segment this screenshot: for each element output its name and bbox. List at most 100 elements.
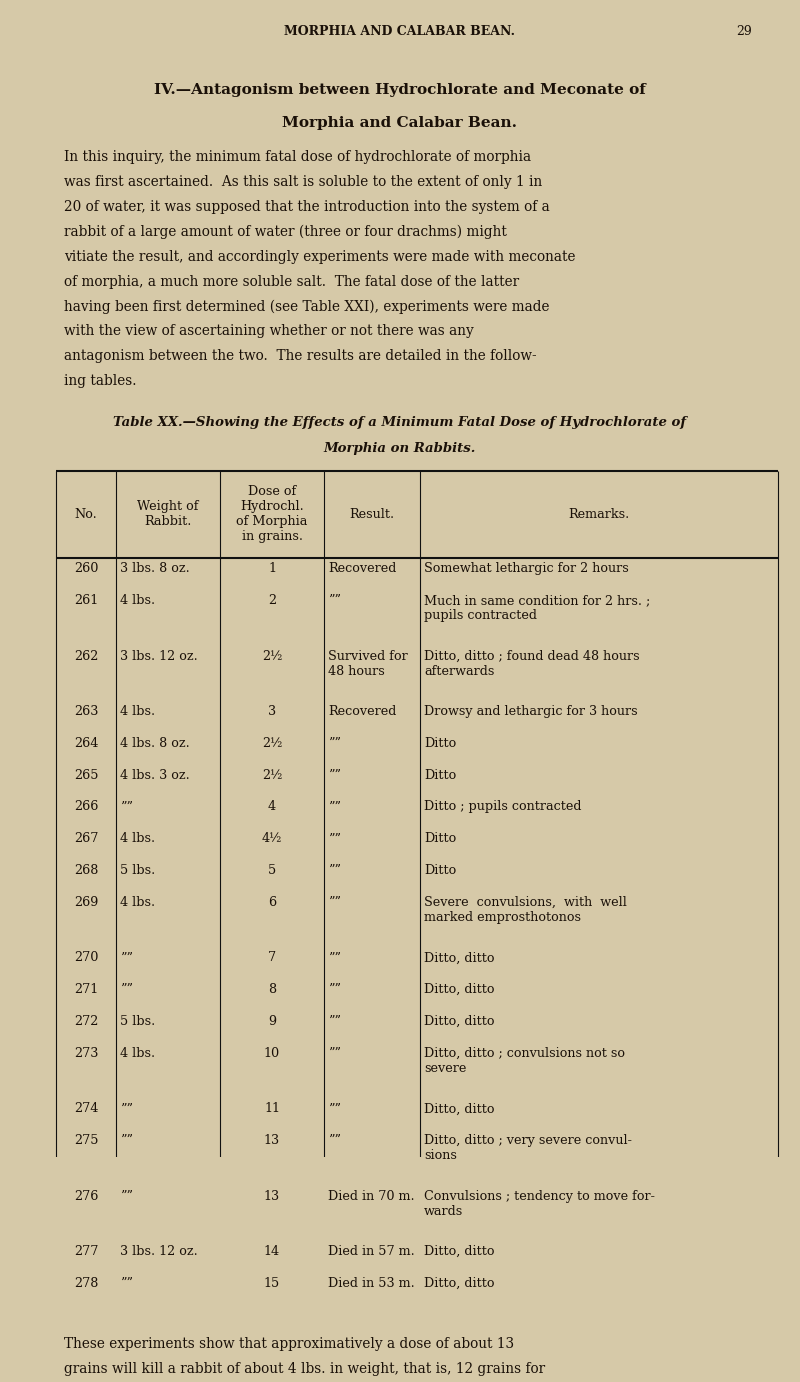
Text: 5 lbs.: 5 lbs. bbox=[120, 1014, 155, 1028]
Text: 263: 263 bbox=[74, 705, 98, 719]
Text: Convulsions ; tendency to move for-
wards: Convulsions ; tendency to move for- ward… bbox=[424, 1190, 655, 1218]
Text: 13: 13 bbox=[264, 1190, 280, 1202]
Text: grains will kill a rabbit of about 4 lbs. in weight, that is, 12 grains for: grains will kill a rabbit of about 4 lbs… bbox=[64, 1361, 545, 1375]
Text: 2½: 2½ bbox=[262, 768, 282, 782]
Text: ””: ”” bbox=[328, 832, 341, 846]
Text: Ditto, ditto: Ditto, ditto bbox=[424, 1277, 494, 1289]
Text: 11: 11 bbox=[264, 1103, 280, 1115]
Text: 13: 13 bbox=[264, 1135, 280, 1147]
Text: 261: 261 bbox=[74, 594, 98, 607]
Text: Severe  convulsions,  with  well
marked emprosthotonos: Severe convulsions, with well marked emp… bbox=[424, 896, 627, 925]
Text: Ditto, ditto: Ditto, ditto bbox=[424, 1014, 494, 1028]
Text: 2½: 2½ bbox=[262, 737, 282, 750]
Text: 4 lbs. 8 oz.: 4 lbs. 8 oz. bbox=[120, 737, 190, 750]
Text: ””: ”” bbox=[328, 800, 341, 814]
Text: 266: 266 bbox=[74, 800, 98, 814]
Text: 14: 14 bbox=[264, 1245, 280, 1258]
Text: Remarks.: Remarks. bbox=[568, 507, 630, 521]
Text: 269: 269 bbox=[74, 896, 98, 909]
Text: Ditto, ditto: Ditto, ditto bbox=[424, 983, 494, 996]
Text: Ditto: Ditto bbox=[424, 768, 456, 782]
Text: 5: 5 bbox=[268, 864, 276, 878]
Text: 4½: 4½ bbox=[262, 832, 282, 846]
Text: Ditto, ditto ; convulsions not so
severe: Ditto, ditto ; convulsions not so severe bbox=[424, 1048, 625, 1075]
Text: MORPHIA AND CALABAR BEAN.: MORPHIA AND CALABAR BEAN. bbox=[285, 25, 515, 39]
Text: 1: 1 bbox=[268, 562, 276, 575]
Text: 29: 29 bbox=[736, 25, 752, 39]
Text: vitiate the result, and accordingly experiments were made with meconate: vitiate the result, and accordingly expe… bbox=[64, 250, 575, 264]
Text: Ditto, ditto: Ditto, ditto bbox=[424, 1245, 494, 1258]
Text: 4 lbs.: 4 lbs. bbox=[120, 1048, 155, 1060]
Text: Dose of
Hydrochl.
of Morphia
in grains.: Dose of Hydrochl. of Morphia in grains. bbox=[236, 485, 308, 543]
Text: 273: 273 bbox=[74, 1048, 98, 1060]
Text: having been first determined (see Table XXI), experiments were made: having been first determined (see Table … bbox=[64, 300, 550, 314]
Text: Ditto: Ditto bbox=[424, 737, 456, 750]
Text: rabbit of a large amount of water (three or four drachms) might: rabbit of a large amount of water (three… bbox=[64, 225, 507, 239]
Text: 271: 271 bbox=[74, 983, 98, 996]
Text: ””: ”” bbox=[328, 1135, 341, 1147]
Text: 278: 278 bbox=[74, 1277, 98, 1289]
Text: Recovered: Recovered bbox=[328, 705, 396, 719]
Text: 268: 268 bbox=[74, 864, 98, 878]
Text: of morphia, a much more soluble salt.  The fatal dose of the latter: of morphia, a much more soluble salt. Th… bbox=[64, 275, 519, 289]
Text: Morphia and Calabar Bean.: Morphia and Calabar Bean. bbox=[282, 116, 518, 130]
Text: ””: ”” bbox=[120, 1277, 133, 1289]
Text: These experiments show that approximatively a dose of about 13: These experiments show that approximativ… bbox=[64, 1336, 514, 1350]
Text: 3 lbs. 8 oz.: 3 lbs. 8 oz. bbox=[120, 562, 190, 575]
Text: 262: 262 bbox=[74, 650, 98, 662]
Text: ””: ”” bbox=[328, 1014, 341, 1028]
Text: 4 lbs.: 4 lbs. bbox=[120, 896, 155, 909]
Text: 8: 8 bbox=[268, 983, 276, 996]
Text: 3: 3 bbox=[268, 705, 276, 719]
Text: 264: 264 bbox=[74, 737, 98, 750]
Text: Ditto, ditto: Ditto, ditto bbox=[424, 951, 494, 965]
Text: 4: 4 bbox=[268, 800, 276, 814]
Text: ””: ”” bbox=[328, 594, 341, 607]
Text: 276: 276 bbox=[74, 1190, 98, 1202]
Text: Ditto, ditto ; very severe convul-
sions: Ditto, ditto ; very severe convul- sions bbox=[424, 1135, 632, 1162]
Text: In this inquiry, the minimum fatal dose of hydrochlorate of morphia: In this inquiry, the minimum fatal dose … bbox=[64, 151, 531, 164]
Text: ””: ”” bbox=[328, 768, 341, 782]
Text: 274: 274 bbox=[74, 1103, 98, 1115]
Text: ing tables.: ing tables. bbox=[64, 375, 137, 388]
Text: Table XX.—Showing the Effects of a Minimum Fatal Dose of Hydrochlorate of: Table XX.—Showing the Effects of a Minim… bbox=[114, 416, 686, 430]
Text: ””: ”” bbox=[120, 983, 133, 996]
Text: ””: ”” bbox=[120, 800, 133, 814]
Text: 4 lbs.: 4 lbs. bbox=[120, 832, 155, 846]
Text: Ditto: Ditto bbox=[424, 832, 456, 846]
Text: 20 of water, it was supposed that the introduction into the system of a: 20 of water, it was supposed that the in… bbox=[64, 200, 550, 214]
Text: ””: ”” bbox=[328, 737, 341, 750]
Text: ””: ”” bbox=[328, 1103, 341, 1115]
Text: No.: No. bbox=[74, 507, 98, 521]
Text: 2: 2 bbox=[268, 594, 276, 607]
Text: 15: 15 bbox=[264, 1277, 280, 1289]
Text: ””: ”” bbox=[120, 951, 133, 965]
Text: ””: ”” bbox=[120, 1190, 133, 1202]
Text: 260: 260 bbox=[74, 562, 98, 575]
Text: Ditto ; pupils contracted: Ditto ; pupils contracted bbox=[424, 800, 582, 814]
Text: 6: 6 bbox=[268, 896, 276, 909]
Text: 277: 277 bbox=[74, 1245, 98, 1258]
Text: ””: ”” bbox=[120, 1103, 133, 1115]
Text: Somewhat lethargic for 2 hours: Somewhat lethargic for 2 hours bbox=[424, 562, 629, 575]
Text: 267: 267 bbox=[74, 832, 98, 846]
Text: IV.—Antagonism between Hydrochlorate and Meconate of: IV.—Antagonism between Hydrochlorate and… bbox=[154, 83, 646, 97]
Text: with the view of ascertaining whether or not there was any: with the view of ascertaining whether or… bbox=[64, 325, 474, 339]
Text: 2½: 2½ bbox=[262, 650, 282, 662]
Text: 265: 265 bbox=[74, 768, 98, 782]
Text: Died in 70 m.: Died in 70 m. bbox=[328, 1190, 414, 1202]
Text: 4 lbs.: 4 lbs. bbox=[120, 705, 155, 719]
Text: 3 lbs. 12 oz.: 3 lbs. 12 oz. bbox=[120, 650, 198, 662]
Text: Result.: Result. bbox=[350, 507, 394, 521]
Text: 4 lbs.: 4 lbs. bbox=[120, 594, 155, 607]
Text: Survived for
48 hours: Survived for 48 hours bbox=[328, 650, 408, 677]
Text: 4 lbs. 3 oz.: 4 lbs. 3 oz. bbox=[120, 768, 190, 782]
Text: ””: ”” bbox=[120, 1135, 133, 1147]
Text: Ditto, ditto ; found dead 48 hours
afterwards: Ditto, ditto ; found dead 48 hours after… bbox=[424, 650, 640, 677]
Text: ””: ”” bbox=[328, 896, 341, 909]
Text: Recovered: Recovered bbox=[328, 562, 396, 575]
Text: 9: 9 bbox=[268, 1014, 276, 1028]
Text: Morphia on Rabbits.: Morphia on Rabbits. bbox=[324, 442, 476, 455]
Text: 7: 7 bbox=[268, 951, 276, 965]
Text: Drowsy and lethargic for 3 hours: Drowsy and lethargic for 3 hours bbox=[424, 705, 638, 719]
